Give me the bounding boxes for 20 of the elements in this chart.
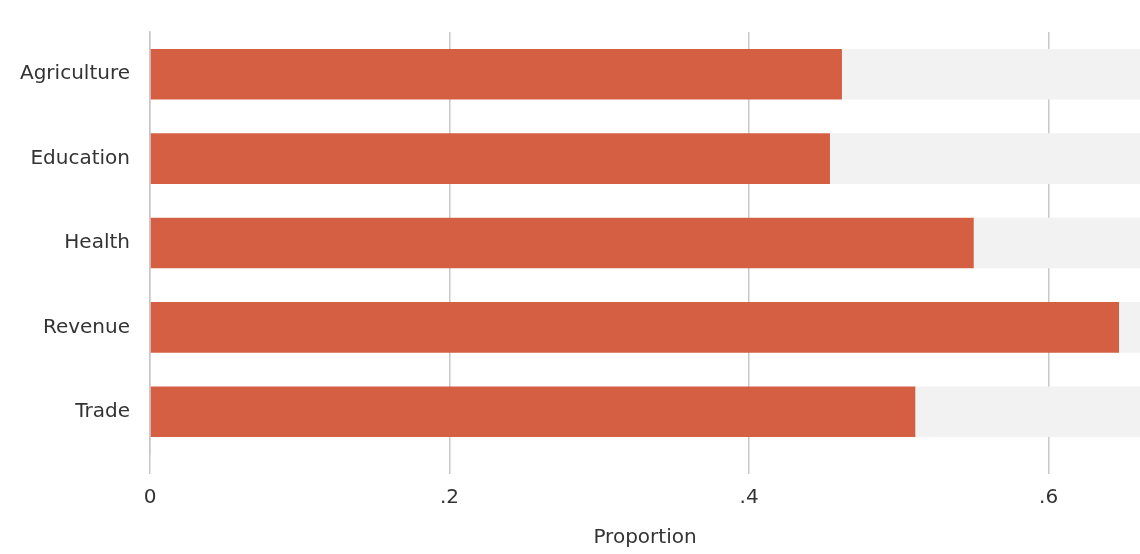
bar xyxy=(150,386,916,438)
bar xyxy=(841,48,1140,100)
bar xyxy=(915,386,1140,438)
bar xyxy=(829,133,1140,184)
bar xyxy=(150,133,830,184)
x-tick-label: .2 xyxy=(439,484,460,509)
bar xyxy=(973,217,1140,269)
x-tick-label: .6 xyxy=(1039,484,1059,509)
bar xyxy=(1119,302,1140,353)
y-tick-label: Trade xyxy=(74,398,130,422)
bar xyxy=(150,217,974,269)
x-axis-title: Proportion xyxy=(593,524,697,549)
bar xyxy=(150,302,1120,353)
y-tick-label: Revenue xyxy=(42,313,130,338)
bar xyxy=(150,48,842,100)
y-tick-label: Agriculture xyxy=(19,60,130,85)
y-tick-label: Education xyxy=(30,144,130,169)
x-tick-label: .4 xyxy=(739,484,759,509)
y-tick-label: Health xyxy=(64,229,130,254)
x-tick-label: 0 xyxy=(143,484,157,509)
